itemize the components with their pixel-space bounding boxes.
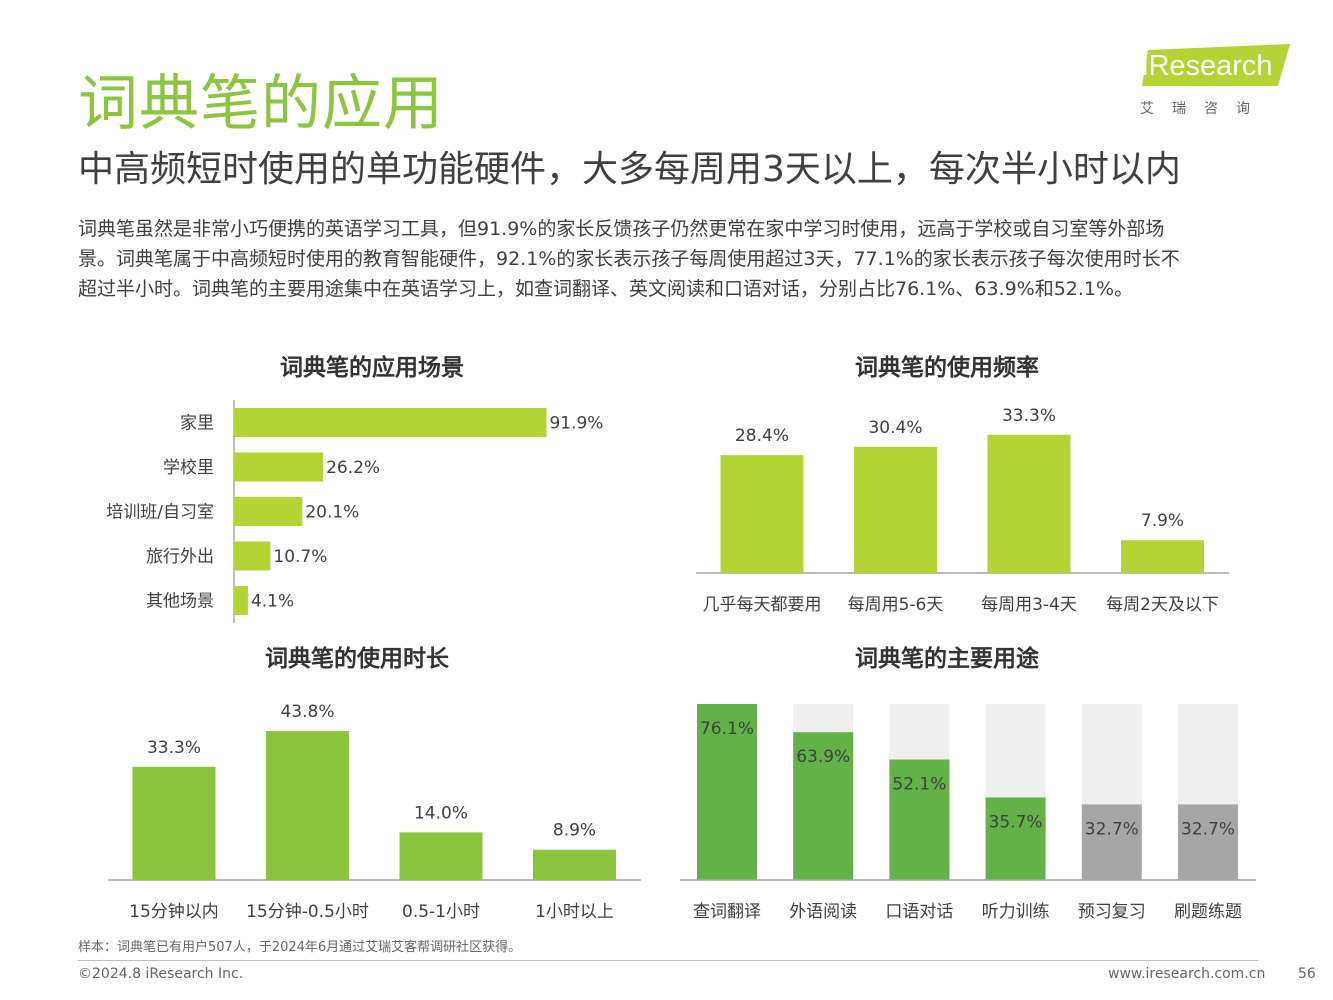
intro-paragraph: 词典笔虽然是非常小巧便携的英语学习工具，但91.9%的家长反馈孩子仍然更常在家中…	[78, 214, 1268, 304]
scene-value-label: 26.2%	[326, 458, 380, 478]
scene-chart: 家里 91.9% 学校里 26.2% 培训班/自习室 20.1% 旅行外出 10.7% 其他场景…	[106, 400, 603, 623]
frequency-value-label: 7.9%	[1141, 511, 1184, 531]
scene-bar	[234, 497, 303, 526]
duration-value-label: 33.3%	[147, 738, 201, 758]
duration-bar	[266, 731, 349, 880]
usage-value-label: 63.9%	[796, 747, 850, 767]
intro-line: 景。词典笔属于中高频短时使用的教育智能硬件，92.1%的家长表示孩子每周使用超过…	[78, 248, 1180, 270]
scene-category-label: 旅行外出	[146, 547, 214, 567]
duration-category-label: 1小时以上	[535, 902, 614, 922]
frequency-bar	[987, 434, 1071, 573]
frequency-value-label: 30.4%	[868, 418, 922, 438]
frequency-category-label: 每周2天及以下	[1106, 595, 1219, 615]
usage-category-label: 预习复习	[1078, 902, 1146, 922]
logo-chinese: 艾瑞咨询	[1140, 101, 1268, 117]
usage-category-label: 口语对话	[885, 902, 953, 922]
website-link[interactable]: www.iresearch.com.cn	[1108, 966, 1266, 982]
duration-category-label: 15分钟-0.5小时	[246, 902, 369, 922]
frequency-chart: 28.4% 几乎每天都要用 30.4% 每周用5-6天 33.3% 每周用3-4天 7.9%…	[696, 406, 1229, 615]
usage-category-label: 刷题练题	[1174, 902, 1242, 922]
usage-bar	[697, 704, 757, 880]
frequency-category-label: 每周用5-6天	[848, 595, 944, 615]
logo-wordmark: iResearch	[1142, 50, 1273, 82]
duration-bar	[399, 832, 483, 880]
scene-chart-title: 词典笔的应用场景	[280, 354, 464, 381]
scene-value-label: 4.1%	[251, 592, 294, 612]
scene-bar	[234, 452, 324, 482]
usage-category-label: 听力训练	[982, 902, 1050, 922]
duration-chart: 33.3% 15分钟以内 43.8% 15分钟-0.5小时 14.0% 0.5-1小时 8.…	[108, 702, 641, 922]
usage-value-label: 35.7%	[989, 812, 1043, 832]
usage-value-label: 52.1%	[892, 775, 946, 795]
scene-bar	[234, 586, 248, 615]
duration-bar	[132, 766, 216, 880]
usage-value-label: 76.1%	[700, 719, 754, 739]
duration-value-label: 8.9%	[553, 821, 596, 841]
usage-bar	[793, 732, 854, 880]
page-number: 56	[1298, 966, 1316, 982]
duration-bar	[533, 849, 616, 880]
usage-chart-title: 词典笔的主要用途	[855, 645, 1040, 672]
usage-bar	[889, 759, 950, 880]
iresearch-logo: iResearch 艾瑞咨询	[1138, 44, 1293, 124]
usage-bar	[1178, 804, 1238, 880]
frequency-chart-title: 词典笔的使用频率	[855, 354, 1039, 381]
frequency-value-label: 33.3%	[1002, 406, 1056, 426]
usage-bar	[985, 797, 1046, 880]
frequency-bar	[854, 446, 937, 573]
page-title: 词典笔的应用	[78, 69, 444, 139]
intro-line: 词典笔虽然是非常小巧便携的英语学习工具，但91.9%的家长反馈孩子仍然更常在家中…	[78, 218, 1165, 240]
duration-value-label: 14.0%	[414, 803, 468, 823]
usage-value-label: 32.7%	[1181, 819, 1235, 839]
frequency-category-label: 每周用3-4天	[981, 595, 1077, 615]
scene-bar	[234, 541, 271, 571]
scene-category-label: 培训班/自习室	[106, 503, 214, 523]
footer-divider	[78, 960, 1258, 961]
scene-value-label: 91.9%	[549, 414, 603, 434]
scene-bar	[234, 408, 547, 437]
source-note: 样本：词典笔已有用户507人，于2024年6月通过艾瑞艾客帮调研社区获得。	[78, 940, 522, 955]
copyright: ©2024.8 iResearch Inc.	[78, 966, 244, 982]
usage-value-label: 32.7%	[1085, 819, 1139, 839]
usage-category-label: 外语阅读	[789, 902, 857, 922]
scene-category-label: 学校里	[163, 458, 214, 478]
usage-bar	[1081, 804, 1142, 880]
duration-value-label: 43.8%	[280, 702, 334, 722]
scene-value-label: 20.1%	[305, 503, 359, 523]
scene-category-label: 家里	[180, 414, 214, 434]
duration-category-label: 15分钟以内	[129, 902, 219, 922]
logo-badge-icon	[1142, 44, 1290, 86]
frequency-bar	[720, 455, 804, 573]
duration-chart-title: 词典笔的使用时长	[265, 645, 450, 672]
page-subtitle: 中高频短时使用的单功能硬件，大多每周用3天以上，每次半小时以内	[78, 149, 1181, 190]
usage-chart: 76.1% 查词翻译 63.9% 外语阅读 52.1% 口语对话 35.7% 听力训练 32.7…	[680, 704, 1256, 922]
usage-category-label: 查词翻译	[693, 902, 761, 922]
frequency-category-label: 几乎每天都要用	[703, 595, 822, 615]
frequency-value-label: 28.4%	[735, 426, 789, 446]
duration-category-label: 0.5-1小时	[402, 902, 480, 922]
scene-category-label: 其他场景	[146, 592, 214, 612]
intro-line: 超过半小时。词典笔的主要用途集中在英语学习上，如查词翻译、英文阅读和口语对话，分…	[78, 278, 1134, 300]
frequency-bar	[1121, 540, 1204, 573]
scene-value-label: 10.7%	[273, 547, 327, 567]
